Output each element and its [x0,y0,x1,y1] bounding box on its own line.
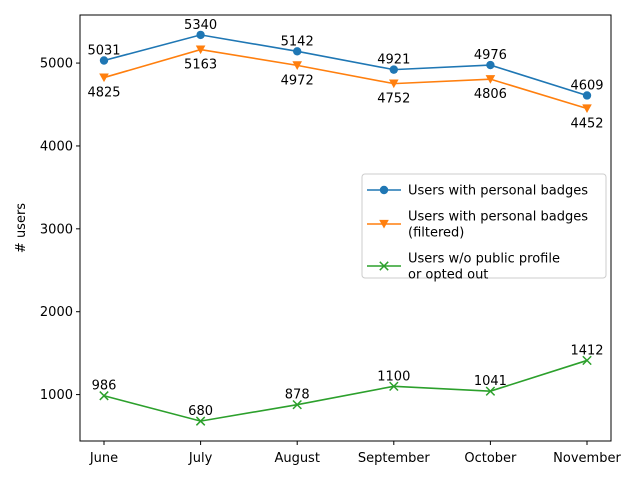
data-point [582,91,592,100]
data-label: 680 [188,404,213,419]
data-label: 878 [285,388,310,403]
plot-frame [79,14,612,442]
data-label: 4452 [570,116,603,131]
data-labels: 5031 5340 5142 4921 4976 4609 4825 5163 4972 4752… [87,18,603,419]
data-point [99,391,109,401]
legend-marker [379,219,389,229]
data-label: 1100 [377,369,410,384]
data-point [486,60,495,70]
data-point [389,381,399,392]
data-label: 5163 [184,58,217,73]
data-point [195,45,206,55]
data-label: 4972 [281,73,314,88]
data-point [485,386,496,396]
legend-marker [379,185,389,195]
data-point [389,65,398,74]
legend: Users with personal badges Users with per… [361,173,607,283]
y-axis-ticks: 1000 2000 3000 4000 5000 [40,57,80,403]
data-point [196,30,205,40]
series-line [103,48,588,110]
legend-label: Users with personal badges [408,210,588,225]
legend-label: (filtered) [408,226,464,241]
data-point [292,399,302,410]
x-tick-label: November [553,451,621,466]
legend-label: Users with personal badges [408,184,588,199]
series-markers [99,30,592,426]
data-point [582,104,592,114]
data-label: 5031 [87,44,120,59]
data-label: 4976 [474,48,507,63]
data-point [582,355,592,366]
data-label: 4825 [87,86,120,101]
y-tick-label: 1000 [40,388,73,403]
data-point [485,75,496,84]
x-axis-ticks: June July August September October November [89,441,621,466]
x-tick-label: June [89,451,118,466]
legend-box [361,173,607,279]
series-lines [103,34,588,422]
x-tick-label: August [274,451,320,466]
y-tick-label: 3000 [40,222,73,237]
legend-marker [379,261,389,271]
data-point [99,73,109,83]
data-point [99,56,109,65]
x-tick-label: September [358,451,431,466]
legend-label: Users w/o public profile [408,252,560,267]
x-tick-label: July [188,451,213,466]
data-label: 986 [92,379,117,394]
data-point [389,79,399,89]
data-label: 4806 [474,87,507,102]
data-label: 1412 [570,343,603,358]
data-label: 4609 [570,78,603,93]
series-line [103,34,588,97]
data-label: 4752 [377,92,410,107]
series-line [103,359,588,422]
data-label: 1041 [474,374,507,389]
data-point [195,416,206,426]
data-label: 5142 [281,34,314,49]
legend-label: or opted out [408,268,488,283]
y-axis-title: # users [14,203,29,253]
data-label: 4921 [377,53,410,68]
y-tick-label: 5000 [40,57,73,72]
y-tick-label: 4000 [40,139,73,154]
y-tick-label: 2000 [40,305,73,320]
data-point [293,47,302,56]
x-tick-label: October [464,451,517,466]
data-point [292,61,302,70]
data-label: 5340 [184,18,217,33]
